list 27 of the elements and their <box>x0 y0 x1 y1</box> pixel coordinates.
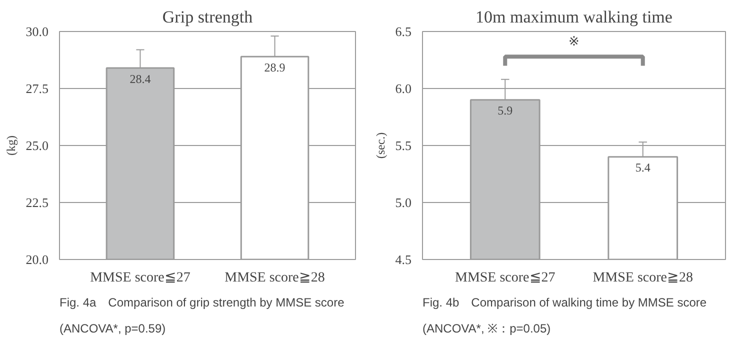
chart-title: Grip strength <box>162 8 254 26</box>
y-tick-label: 5.0 <box>395 195 412 210</box>
data-label: 5.9 <box>498 104 513 118</box>
y-tick-label: 6.5 <box>395 24 412 39</box>
x-tick-label: MMSE score≦27 <box>90 270 190 286</box>
y-axis-title: (kg) <box>4 135 18 156</box>
x-tick-label: MMSE score≧28 <box>224 270 325 286</box>
data-label: 28.4 <box>130 72 151 86</box>
y-tick-label: 25.0 <box>26 138 48 153</box>
text: (ANCOVA*, ※：p=0.05) <box>422 322 551 336</box>
annotation: ※ <box>568 34 580 50</box>
x-tick-label: MMSE score≦27 <box>455 270 556 286</box>
y-tick-label: 5.5 <box>395 138 412 153</box>
y-tick-label: 6.0 <box>395 81 412 96</box>
x-tick-label: MMSE score≧28 <box>592 270 694 286</box>
y-tick-label: 22.5 <box>26 195 48 210</box>
data-label: 28.9 <box>264 60 286 74</box>
y-axis-title: (sec.) <box>373 132 388 159</box>
y-tick-label: 30.0 <box>26 24 48 39</box>
y-tick-label: 4.5 <box>395 252 412 267</box>
text: (ANCOVA*, p=0.59) <box>60 322 166 336</box>
data-label: 5.4 <box>635 160 650 175</box>
caption: Fig. 4b Comparison of walking time by MMSE score <box>422 296 707 310</box>
caption: Fig. 4a Comparison of grip strength by MMSE score <box>60 296 345 310</box>
y-tick-label: 20.0 <box>26 252 48 267</box>
chart-title: 10m maximum walking time <box>476 8 672 26</box>
y-tick-label: 27.5 <box>26 81 48 96</box>
